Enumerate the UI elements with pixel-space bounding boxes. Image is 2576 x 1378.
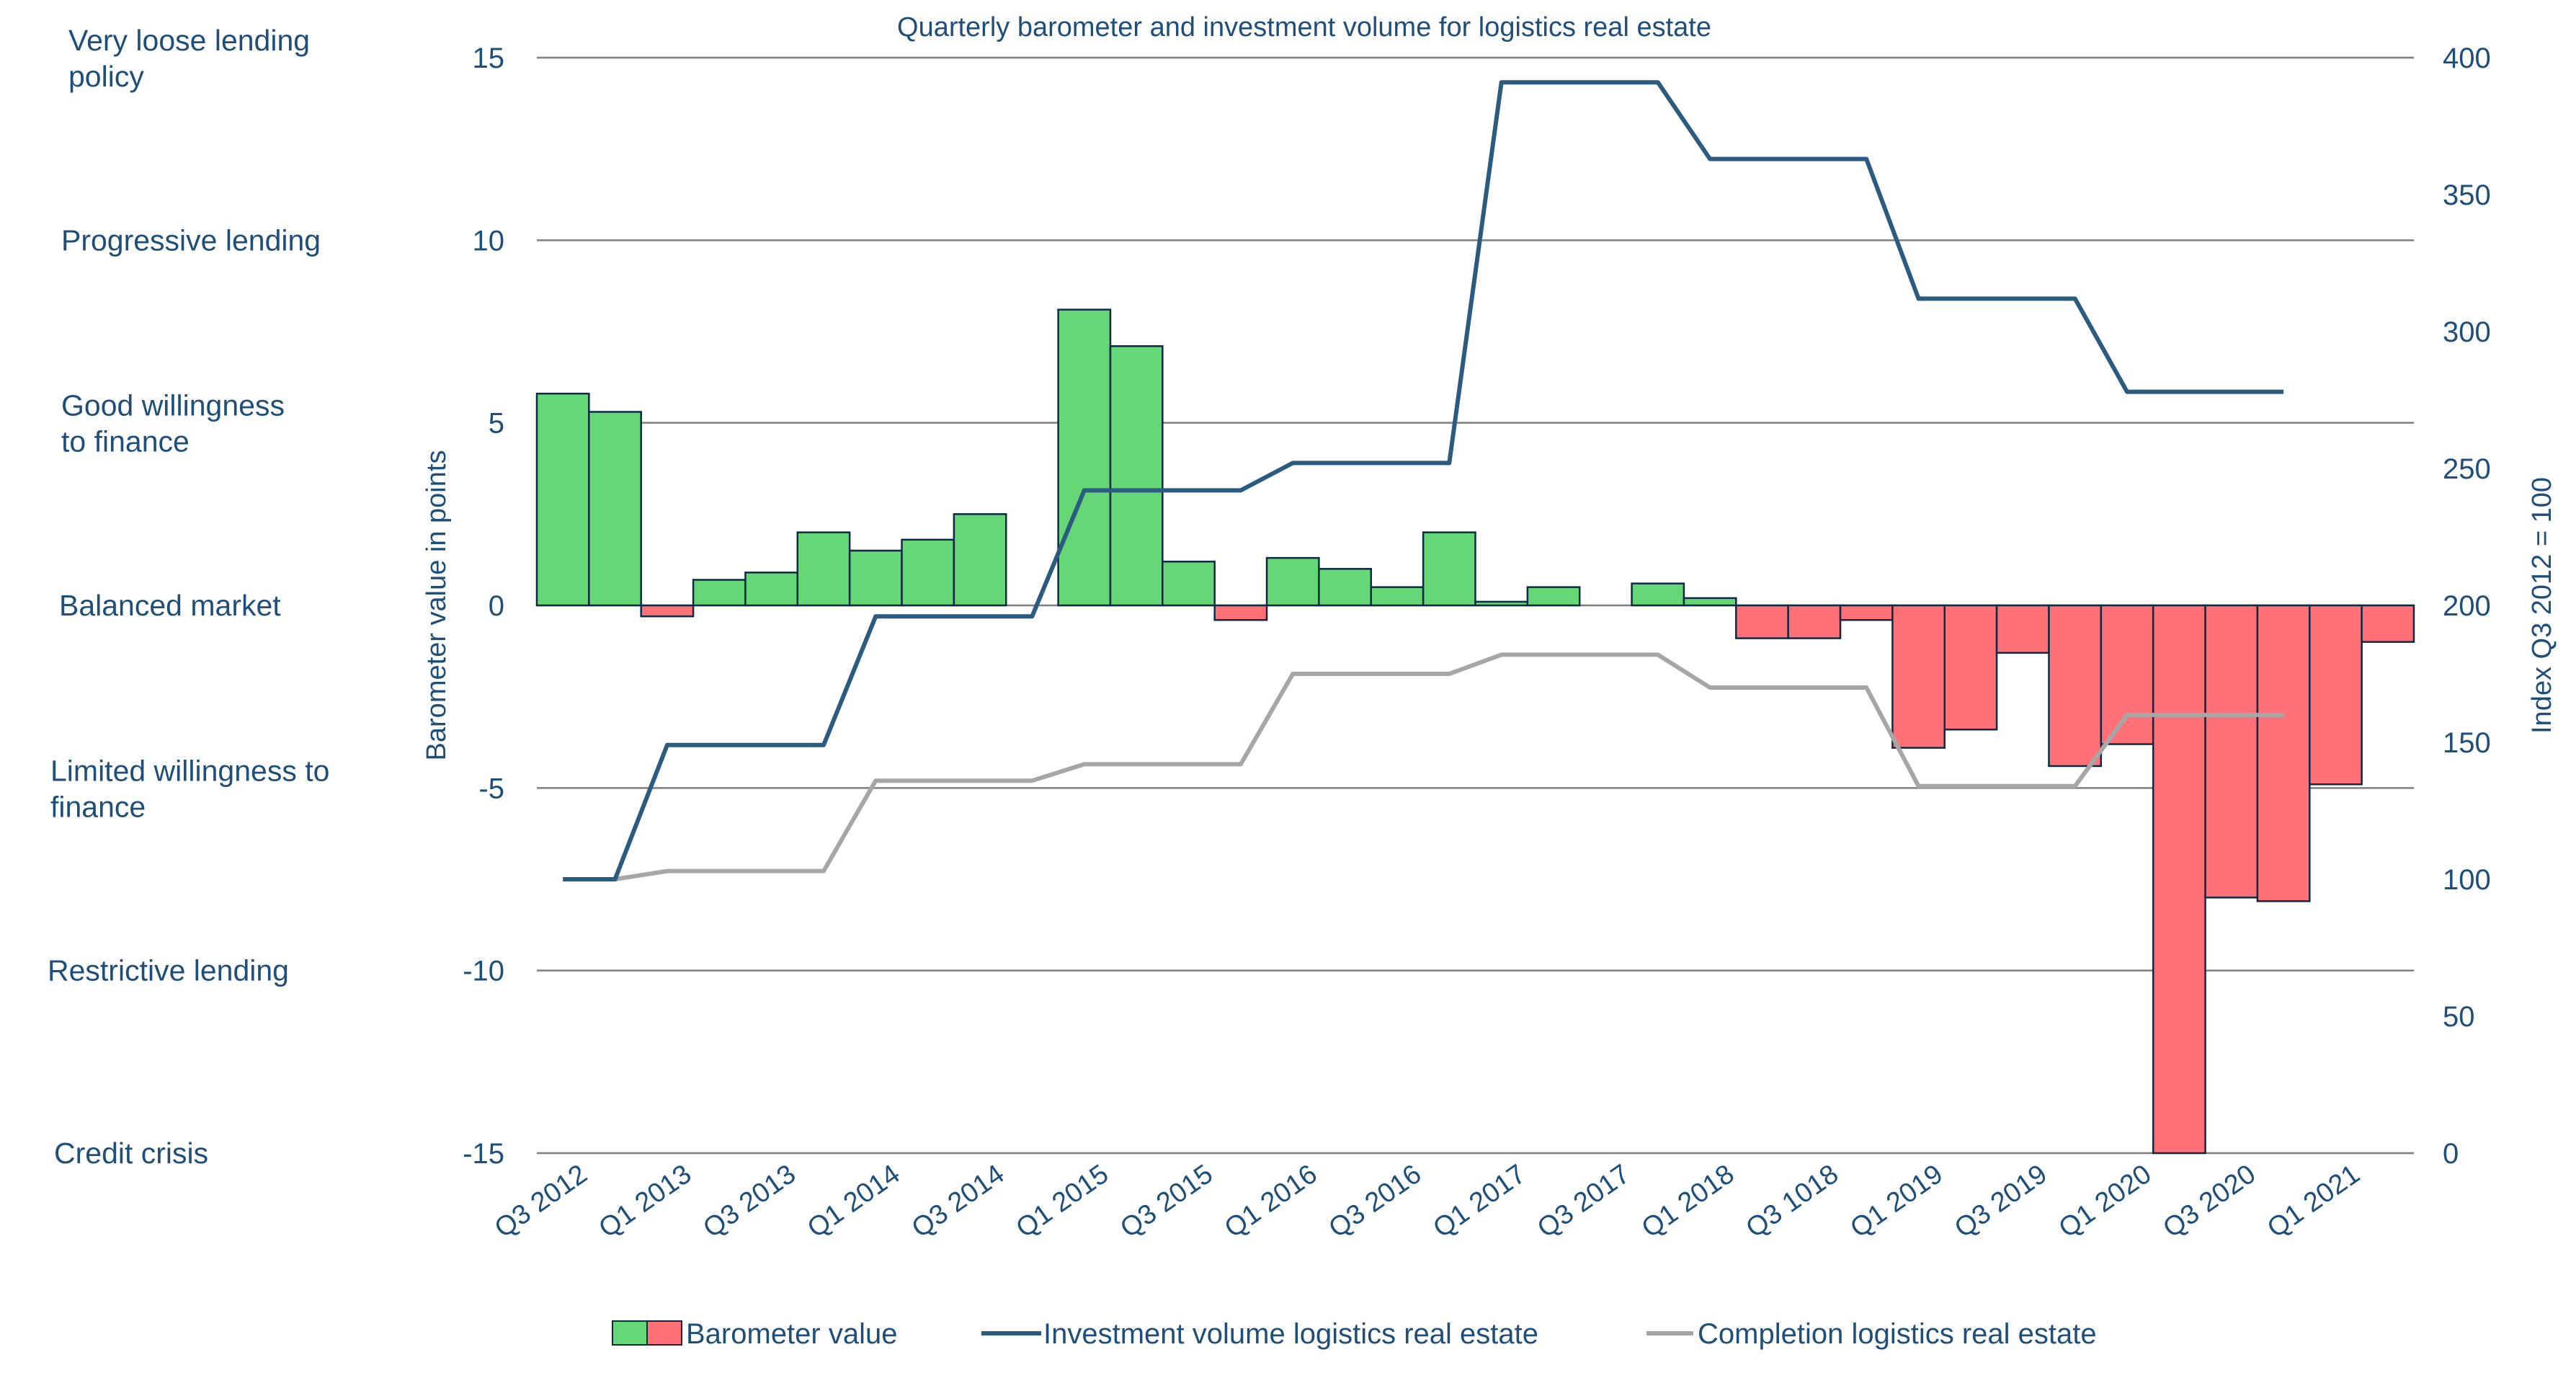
barometer-bar xyxy=(1631,582,1685,607)
legend-label-investment: Investment volume logistics real estate xyxy=(1043,1318,1538,1350)
x-tick-label: Q3 2017 xyxy=(1532,1159,1636,1244)
side-label: Good willingness xyxy=(61,389,285,422)
x-tick-label: Q3 2020 xyxy=(2158,1159,2262,1244)
barometer-bar xyxy=(1943,604,1998,731)
right-tick-label: 100 xyxy=(2443,864,2491,896)
barometer-bar xyxy=(1787,604,1842,639)
barometer-bar xyxy=(1318,568,1373,607)
x-tick-label: Q1 2015 xyxy=(1011,1159,1115,1244)
side-label: finance xyxy=(50,790,146,823)
barometer-bar xyxy=(588,411,642,607)
x-tick-label: Q3 2014 xyxy=(906,1159,1010,1244)
side-label: to finance xyxy=(61,425,190,458)
legend: Barometer value Investment volume logist… xyxy=(612,1318,2097,1350)
right-tick-label: 200 xyxy=(2443,590,2491,622)
barometer-bar xyxy=(640,604,695,618)
barometer-bar xyxy=(1526,586,1581,607)
left-tick-label: 5 xyxy=(489,408,504,440)
side-label: Balanced market xyxy=(59,589,281,622)
line-series xyxy=(563,80,2284,881)
left-tick-label: -10 xyxy=(463,956,504,987)
barometer-bar xyxy=(953,513,1007,607)
side-label: Credit crisis xyxy=(54,1137,208,1170)
x-tick-label: Q3 1018 xyxy=(1741,1159,1845,1244)
barometer-bar xyxy=(1891,604,1946,749)
right-tick-label: 300 xyxy=(2443,316,2491,348)
barometer-bar xyxy=(1162,560,1216,607)
barometer-bar xyxy=(1995,604,2050,654)
left-tick-label: -5 xyxy=(478,773,504,804)
barometer-bar xyxy=(2204,604,2259,899)
x-tick-label: Q3 2019 xyxy=(1949,1159,2053,1244)
legend-swatch-positive xyxy=(612,1320,648,1346)
x-tick-label: Q3 2016 xyxy=(1324,1159,1427,1244)
right-tick-label: 400 xyxy=(2443,43,2491,74)
left-tick-label: 10 xyxy=(473,225,505,257)
side-label: policy xyxy=(68,60,144,93)
barometer-bar xyxy=(1683,597,1737,607)
barometer-bar xyxy=(692,579,746,607)
side-label: Limited willingness to xyxy=(50,754,329,787)
barometer-bar xyxy=(1109,345,1164,607)
x-tick-label: Q3 2012 xyxy=(489,1159,593,1244)
barometer-bar xyxy=(1422,531,1476,607)
barometer-bar xyxy=(2256,604,2311,902)
x-tick-label: Q1 2018 xyxy=(1636,1159,1740,1244)
chart-title: Quarterly barometer and investment volum… xyxy=(897,12,1711,43)
barometer-bar xyxy=(1735,604,1789,639)
right-axis: 400 350 300 250 200 150 100 50 0 xyxy=(2443,43,2491,1170)
right-tick-label: 0 xyxy=(2443,1138,2459,1170)
barometer-bar xyxy=(2100,604,2154,745)
barometer-bar xyxy=(901,538,955,607)
side-label: Progressive lending xyxy=(61,223,321,257)
barometer-bar xyxy=(535,392,590,607)
x-tick-label: Q1 2017 xyxy=(1428,1159,1532,1244)
barometer-bar xyxy=(2309,604,2363,786)
left-tick-label: 0 xyxy=(489,590,504,622)
barometer-bar xyxy=(1839,604,1894,621)
barometer-bar xyxy=(1474,600,1529,607)
left-axis: 15 10 5 0 -5 -10 -15 xyxy=(463,43,504,1170)
x-tick-label: Q1 2020 xyxy=(2054,1159,2157,1244)
x-tick-label: Q1 2013 xyxy=(594,1159,698,1244)
right-tick-label: 50 xyxy=(2443,1001,2475,1033)
completion-line xyxy=(563,652,2284,881)
side-label: Very loose lending xyxy=(68,24,310,57)
legend-swatch-negative xyxy=(646,1320,682,1346)
barometer-bar xyxy=(2152,604,2206,1155)
right-tick-label: 250 xyxy=(2443,453,2491,485)
barometer-bar xyxy=(744,572,799,607)
barometer-bar xyxy=(848,549,903,607)
left-tick-label: 15 xyxy=(473,43,505,74)
barometer-bar xyxy=(1057,308,1112,607)
right-tick-label: 350 xyxy=(2443,179,2491,211)
x-tick-label: Q1 2016 xyxy=(1219,1159,1323,1244)
barometer-bar xyxy=(796,531,851,607)
x-tick-label: Q3 2015 xyxy=(1115,1159,1218,1244)
investment-line xyxy=(563,80,2284,881)
x-tick-label: Q3 2013 xyxy=(698,1159,801,1244)
barometer-bar xyxy=(2048,604,2103,768)
right-tick-label: 150 xyxy=(2443,727,2491,759)
side-label: Restrictive lending xyxy=(48,954,289,987)
bar-series xyxy=(535,308,2415,1155)
legend-label-barometer: Barometer value xyxy=(686,1318,897,1350)
right-axis-title: Index Q3 2012 = 100 xyxy=(2527,477,2557,734)
x-tick-label: Q1 2021 xyxy=(2262,1159,2366,1244)
left-tick-label: -15 xyxy=(463,1138,504,1170)
left-axis-title: Barometer value in points xyxy=(422,450,452,761)
barometer-bar xyxy=(2361,604,2415,643)
x-tick-label: Q1 2014 xyxy=(802,1159,906,1244)
legend-label-completion: Completion logistics real estate xyxy=(1698,1318,2097,1350)
barometer-bar xyxy=(1213,604,1268,621)
x-axis: Q3 2012 Q1 2013 Q3 2013 Q1 2014 Q3 2014 Q1 20… xyxy=(489,1159,2366,1244)
x-tick-label: Q1 2019 xyxy=(1845,1159,1948,1244)
barometer-bar xyxy=(1370,586,1425,607)
barometer-bar xyxy=(1265,556,1320,607)
